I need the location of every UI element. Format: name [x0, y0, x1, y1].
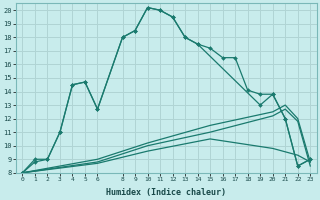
X-axis label: Humidex (Indice chaleur): Humidex (Indice chaleur): [106, 188, 226, 197]
